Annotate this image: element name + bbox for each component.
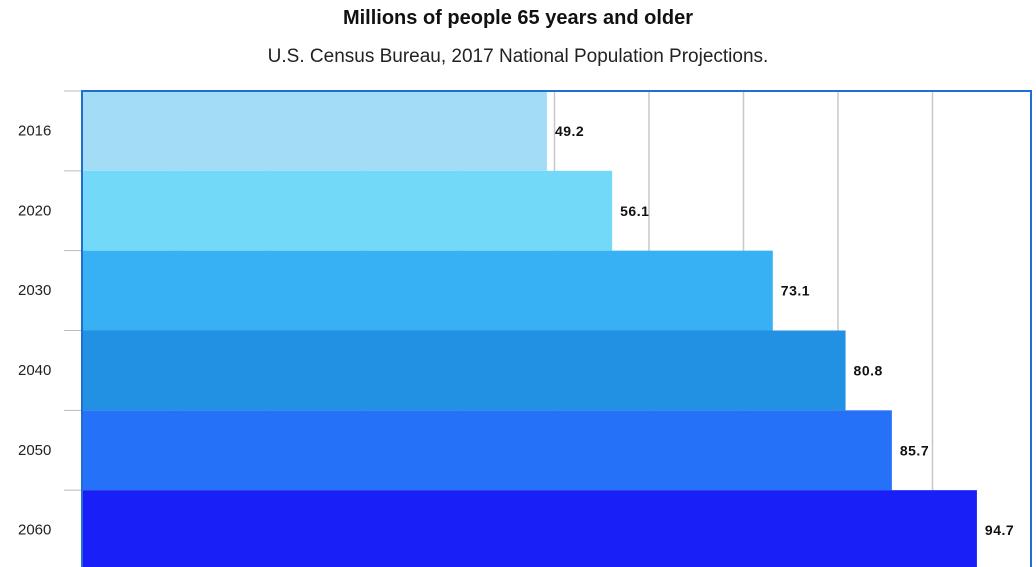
bars xyxy=(82,91,977,567)
data-label-2050: 85.7 xyxy=(900,442,929,458)
plot-frame xyxy=(81,90,1032,567)
chart-subtitle: U.S. Census Bureau, 2017 National Popula… xyxy=(267,46,769,67)
category-label-2040: 2040 xyxy=(18,362,51,379)
category-label-2020: 2020 xyxy=(18,202,51,219)
data-label-2040: 80.8 xyxy=(854,362,883,378)
data-label-2030: 73.1 xyxy=(781,283,810,299)
bar-2016 xyxy=(82,91,547,171)
bar-2060 xyxy=(82,490,977,567)
labels: 2016 49.2 2020 56.1 2030 73.1 2040 80.8 2050 85.7… xyxy=(18,122,1014,538)
category-label-2050: 2050 xyxy=(18,442,51,459)
category-label-2016: 2016 xyxy=(18,122,51,139)
bar-2020 xyxy=(82,170,613,251)
category-ticks xyxy=(64,90,82,491)
bar-2030 xyxy=(82,250,773,331)
data-label-2016: 49.2 xyxy=(555,123,584,139)
category-label-2030: 2030 xyxy=(18,282,51,299)
data-label-2060: 94.7 xyxy=(985,522,1014,538)
bar-2040 xyxy=(82,330,846,411)
category-label-2060: 2060 xyxy=(18,522,51,539)
bar-2050 xyxy=(82,410,892,491)
chart-title: Millions of people 65 years and older xyxy=(342,7,694,29)
data-label-2020: 56.1 xyxy=(620,203,649,219)
